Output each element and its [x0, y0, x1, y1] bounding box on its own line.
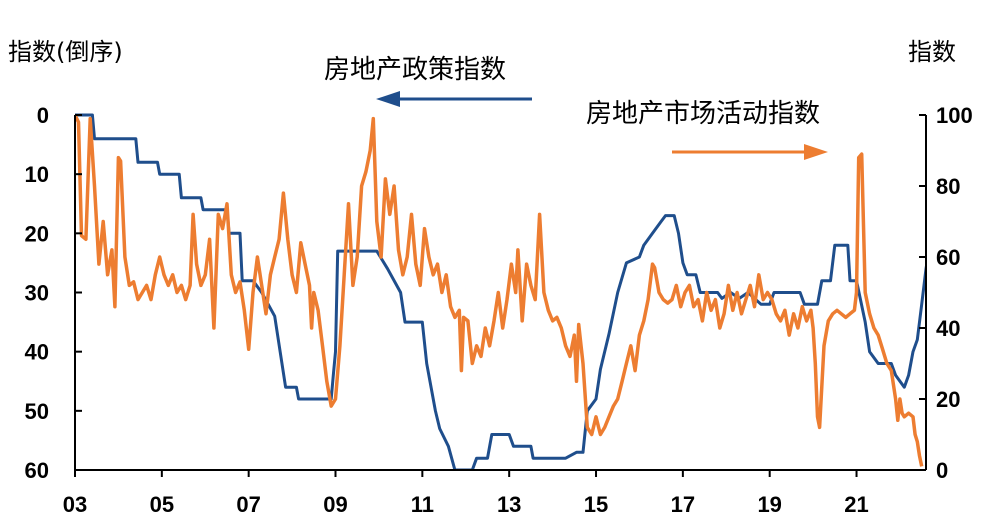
- x-tick-label: 09: [323, 492, 347, 517]
- left-y-tick-label: 10: [25, 162, 49, 187]
- market-legend-arrow-head: [804, 144, 828, 160]
- policy-index-line: [75, 113, 926, 470]
- right-y-tick-label: 60: [936, 245, 960, 270]
- left-y-tick-label: 30: [25, 281, 49, 306]
- left-y-tick-label: 60: [25, 458, 49, 483]
- x-tick-label: 21: [844, 492, 868, 517]
- right-y-tick-label: 20: [936, 387, 960, 412]
- left-y-tick-label: 20: [25, 221, 49, 246]
- market-legend-label: 房地产市场活动指数: [586, 99, 820, 129]
- x-tick-label: 07: [236, 492, 260, 517]
- right-axis-title: 指数: [908, 38, 956, 66]
- right-y-tick-label: 80: [936, 174, 960, 199]
- right-y-tick-label: 100: [936, 103, 973, 128]
- x-tick-label: 19: [757, 492, 781, 517]
- right-y-tick-label: 0: [936, 458, 948, 483]
- axes-layer: 0 10 20 30 40 50 60 100 80 60 40 20 0 03 05 07 09 11 13 15 1…: [25, 103, 973, 517]
- x-tick-label: 11: [411, 492, 434, 517]
- policy-legend-label: 房地产政策指数: [324, 55, 506, 85]
- left-y-tick-label: 40: [25, 340, 49, 365]
- market-index-line: [75, 114, 924, 467]
- left-y-tick-label: 50: [25, 399, 49, 424]
- x-tick-label: 13: [497, 492, 521, 517]
- x-tick-label: 05: [150, 492, 174, 517]
- x-tick-label: 15: [584, 492, 608, 517]
- policy-legend-arrow: [376, 91, 532, 107]
- series-layer: [75, 113, 926, 470]
- market-legend-arrow: [672, 144, 828, 160]
- policy-legend-arrow-head: [376, 91, 400, 107]
- x-tick-label: 17: [671, 492, 695, 517]
- left-y-tick-label: 0: [37, 103, 49, 128]
- left-axis-title: 指数(倒序): [8, 38, 123, 66]
- plot-area: 0 10 20 30 40 50 60 100 80 60 40 20 0 03 05 07 09 11 13 15 1…: [25, 103, 973, 517]
- x-tick-label: 03: [63, 492, 87, 517]
- right-y-tick-label: 40: [936, 316, 960, 341]
